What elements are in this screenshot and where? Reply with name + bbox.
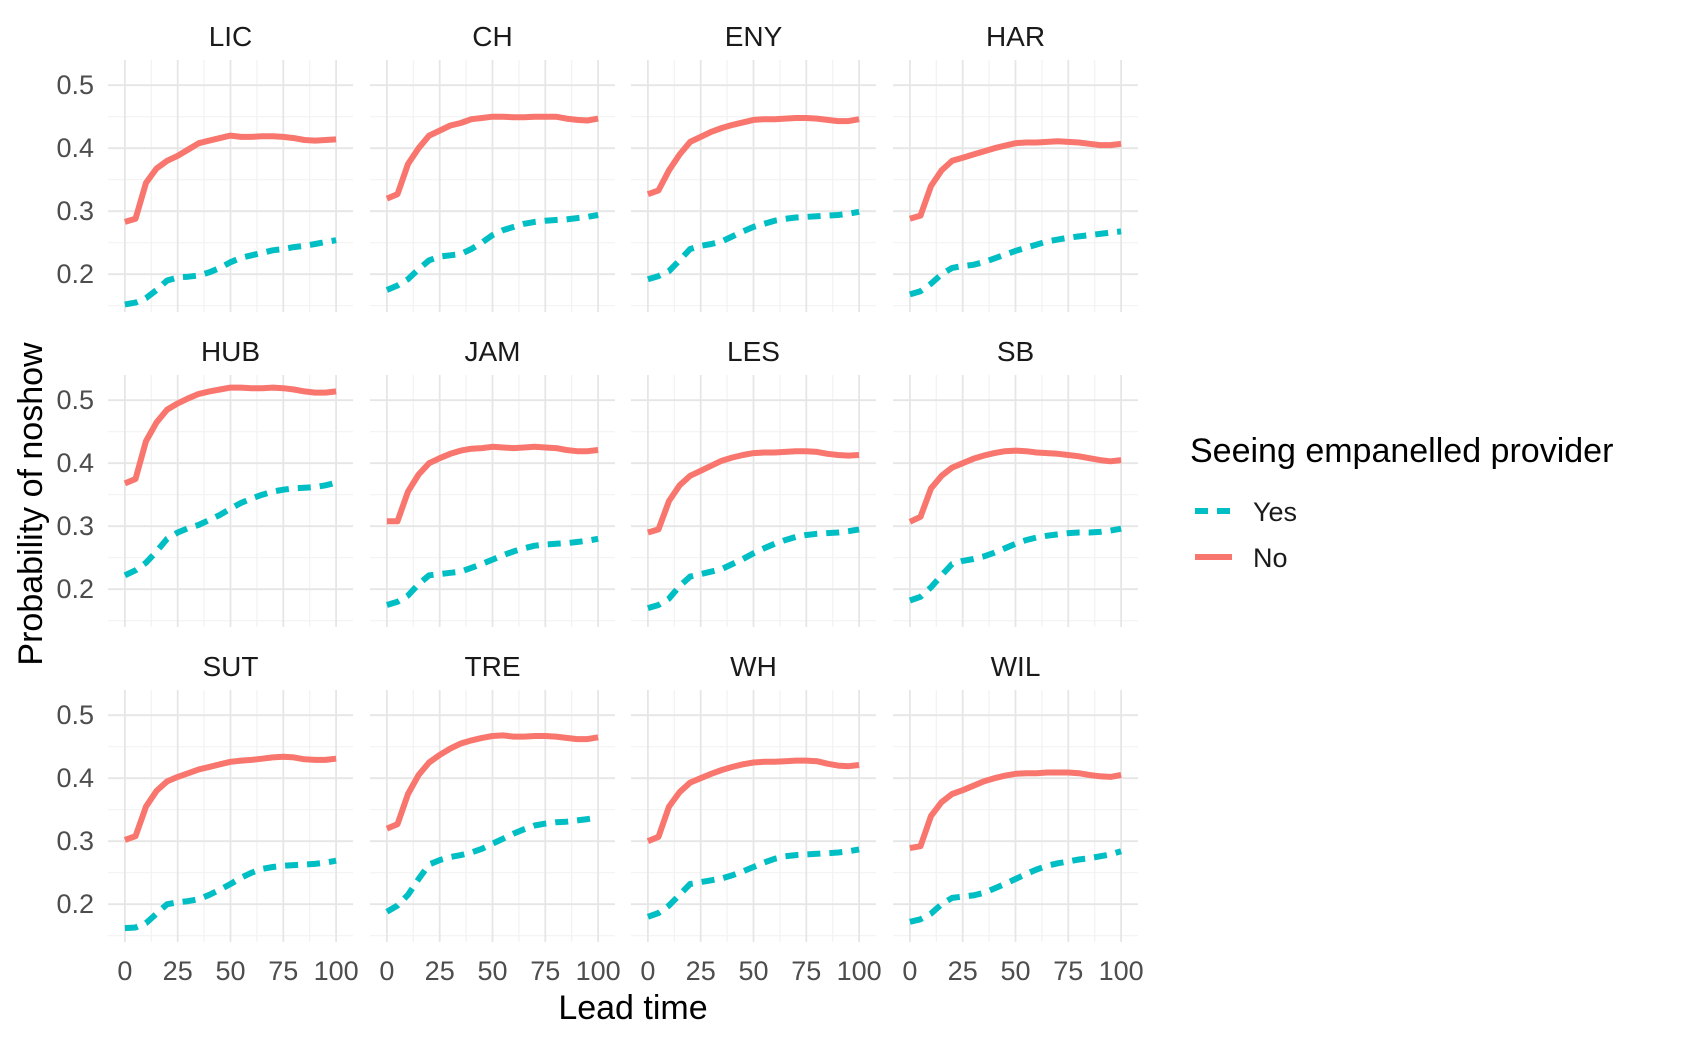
panel-jam: JAM — [370, 336, 615, 627]
series-line-yes-hub — [123, 479, 337, 579]
y-axis-title: Probability of noshow — [12, 342, 50, 666]
x-tick-label: 50 — [477, 956, 507, 986]
x-tick-label: 50 — [215, 956, 245, 986]
x-tick-label: 75 — [1053, 956, 1083, 986]
panel-sut: SUT 0.2 0.3 0.4 0.5 0 25 50 75 100 — [56, 651, 358, 986]
strip-title-eny: ENY — [725, 21, 783, 52]
x-tick-label: 25 — [425, 956, 455, 986]
series-line-no-har — [909, 138, 1122, 222]
strip-title-sut: SUT — [203, 651, 259, 682]
x-tick-label: 75 — [791, 956, 821, 986]
series-line-yes-ch — [385, 212, 599, 293]
legend-label-no: No — [1253, 543, 1288, 573]
x-tick-label: 0 — [902, 956, 917, 986]
x-tick-label: 0 — [117, 956, 132, 986]
x-tick-label: 0 — [640, 956, 655, 986]
panel-wil: WIL 0 25 50 75 100 — [893, 651, 1144, 986]
x-tick-label: 25 — [163, 956, 193, 986]
strip-title-ch: CH — [472, 21, 512, 52]
panel-eny: ENY — [631, 21, 876, 312]
series-line-yes-tre — [385, 814, 599, 915]
x-tick-label: 25 — [948, 956, 978, 986]
strip-title-jam: JAM — [465, 336, 521, 367]
x-tick-label: 75 — [268, 956, 298, 986]
panel-har: HAR — [893, 21, 1138, 312]
series-line-no-lic — [124, 132, 337, 225]
x-tick-label: 100 — [576, 956, 621, 986]
strip-title-wil: WIL — [991, 651, 1041, 682]
series-line-no-les — [647, 448, 860, 536]
series-line-yes-sut — [124, 857, 337, 932]
y-tick-label: 0.5 — [56, 700, 94, 730]
series-line-no-jam — [386, 443, 599, 525]
panel-tre: TRE 0 25 50 75 100 — [370, 651, 621, 986]
series-line-yes-wil — [909, 848, 1122, 925]
y-tick-label: 0.5 — [56, 70, 94, 100]
y-tick-label: 0.3 — [56, 826, 94, 856]
panel-ch: CH — [370, 21, 615, 312]
series-line-no-hub — [123, 384, 337, 487]
legend: Seeing empanelled provider Yes No — [1190, 432, 1613, 573]
strip-title-lic: LIC — [209, 21, 253, 52]
legend-label-yes: Yes — [1253, 497, 1297, 527]
panels-layer: LIC 0.2 0.3 0.4 0.5 CH ENY HAR HUB 0.2 0.3 0.4 0.5 JA… — [56, 21, 1143, 986]
strip-title-tre: TRE — [465, 651, 521, 682]
series-line-no-wil — [909, 769, 1122, 852]
strip-title-har: HAR — [986, 21, 1045, 52]
y-tick-label: 0.4 — [56, 448, 94, 478]
x-tick-label: 75 — [530, 956, 560, 986]
y-tick-label: 0.2 — [56, 889, 94, 919]
series-line-no-ch — [385, 113, 599, 202]
y-tick-label: 0.2 — [56, 574, 94, 604]
x-tick-label: 50 — [1000, 956, 1030, 986]
x-tick-label: 100 — [1099, 956, 1144, 986]
series-line-no-eny — [646, 115, 860, 198]
panel-les: LES — [631, 336, 876, 627]
series-line-yes-les — [647, 526, 860, 611]
strip-title-les: LES — [727, 336, 780, 367]
x-tick-label: 100 — [837, 956, 882, 986]
x-tick-label: 100 — [314, 956, 359, 986]
series-line-no-tre — [385, 732, 599, 832]
panel-wh: WH 0 25 50 75 100 — [631, 651, 882, 986]
y-tick-label: 0.2 — [56, 259, 94, 289]
strip-title-wh: WH — [730, 651, 777, 682]
y-tick-label: 0.5 — [56, 385, 94, 415]
x-tick-label: 0 — [379, 956, 394, 986]
series-line-yes-eny — [647, 208, 860, 283]
strip-title-hub: HUB — [201, 336, 260, 367]
panel-lic: LIC 0.2 0.3 0.4 0.5 — [56, 21, 353, 312]
series-line-yes-sb — [908, 525, 1122, 604]
strip-title-sb: SB — [997, 336, 1034, 367]
series-line-yes-wh — [646, 846, 860, 920]
series-line-no-wh — [646, 757, 860, 844]
series-line-yes-har — [909, 228, 1122, 298]
y-tick-label: 0.4 — [56, 133, 94, 163]
x-axis-title: Lead time — [558, 989, 707, 1027]
x-tick-label: 25 — [686, 956, 716, 986]
x-tick-label: 50 — [738, 956, 768, 986]
panel-sb: SB — [893, 336, 1138, 627]
y-tick-label: 0.3 — [56, 196, 94, 226]
series-line-yes-jam — [386, 535, 599, 608]
legend-title: Seeing empanelled provider — [1190, 432, 1613, 470]
series-line-no-sb — [908, 447, 1122, 525]
series-line-yes-lic — [124, 237, 337, 308]
series-line-no-sut — [123, 753, 337, 843]
panel-hub: HUB 0.2 0.3 0.4 0.5 — [56, 336, 353, 627]
y-tick-label: 0.4 — [56, 763, 94, 793]
y-tick-label: 0.3 — [56, 511, 94, 541]
